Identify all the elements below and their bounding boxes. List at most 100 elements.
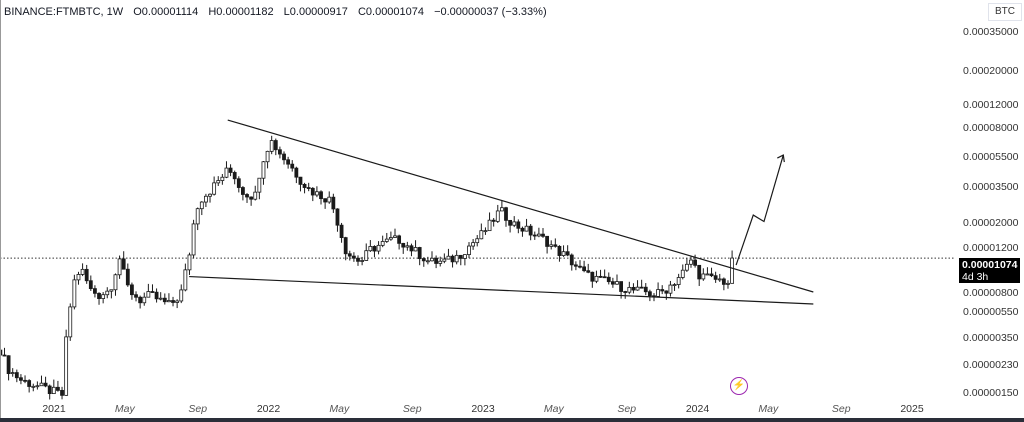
last-price-value: 0.00001074 <box>962 259 1018 271</box>
bull-candle <box>76 274 81 281</box>
bear-candle <box>664 290 669 294</box>
bear-candle <box>290 163 295 169</box>
bear-candle <box>693 259 697 266</box>
y-tick-label: 0.00000800 <box>963 287 1019 299</box>
bear-candle <box>27 380 32 387</box>
bear-candle <box>421 258 426 262</box>
bear-candle <box>323 198 328 203</box>
bear-candle <box>138 296 143 304</box>
x-tick-label: Sep <box>831 403 851 415</box>
bull-candle <box>175 300 180 303</box>
bear-candle <box>47 385 52 395</box>
bear-candle <box>273 140 278 151</box>
lightning-icon[interactable]: ⚡ <box>730 377 748 395</box>
bear-candle <box>134 294 138 298</box>
y-tick-label: 0.00001200 <box>963 242 1019 254</box>
high-value: H0.00001182 <box>208 6 274 18</box>
bear-candle <box>232 172 237 180</box>
currency-button[interactable]: BTC <box>988 3 1022 21</box>
x-tick-label: 2022 <box>256 403 281 415</box>
bear-candle <box>709 273 714 277</box>
x-tick-label: May <box>329 403 350 415</box>
x-tick-label: 2021 <box>42 403 66 415</box>
bear-candle <box>228 167 233 173</box>
bear-candle <box>397 235 402 244</box>
bear-candle <box>582 266 587 272</box>
bull-candle <box>191 223 196 256</box>
bull-candle <box>80 268 85 275</box>
bar-countdown: 4d 3h <box>962 271 989 283</box>
bull-candle <box>680 269 685 278</box>
bull-candle <box>113 274 118 291</box>
bull-candle <box>142 296 147 304</box>
bear-candle <box>236 178 241 188</box>
bull-candle <box>689 259 693 265</box>
bear-candle <box>578 265 582 268</box>
bull-candle <box>483 230 488 233</box>
bull-candle <box>717 278 722 281</box>
bear-candle <box>294 167 299 178</box>
bear-candle <box>335 208 340 226</box>
x-tick-label: 2023 <box>471 403 495 415</box>
bull-candle <box>368 246 373 252</box>
bear-candle <box>356 257 360 262</box>
bear-candle <box>610 281 615 285</box>
bull-candle <box>384 238 389 242</box>
bear-candle <box>647 291 652 297</box>
bear-candle <box>520 227 525 232</box>
bear-candle <box>532 234 537 237</box>
bull-candle <box>536 233 541 237</box>
y-tick-label: 0.00008000 <box>963 122 1019 134</box>
bottom-toolbar <box>0 418 1024 422</box>
bear-candle <box>713 275 718 280</box>
bear-candle <box>306 187 311 189</box>
bear-candle <box>590 271 595 282</box>
bull-candle <box>327 196 332 203</box>
bull-candle <box>253 191 258 200</box>
x-tick-label: 2024 <box>685 403 710 415</box>
y-tick-label: 0.00000550 <box>963 306 1019 318</box>
y-tick-label: 0.00000150 <box>963 387 1019 399</box>
bull-candle <box>269 140 274 152</box>
bear-candle <box>286 159 291 165</box>
bear-candle <box>249 196 254 200</box>
bull-candle <box>430 257 434 262</box>
bear-candle <box>343 237 348 255</box>
bear-candle <box>310 187 315 196</box>
bull-candle <box>68 306 73 338</box>
chart-left-border <box>0 0 1 418</box>
bear-candle <box>162 297 167 303</box>
bear-candle <box>60 389 64 396</box>
bull-candle <box>594 275 599 282</box>
bull-candle <box>204 195 208 203</box>
bull-candle <box>208 193 212 197</box>
bull-candle <box>495 210 500 222</box>
low-value: L0.00000917 <box>283 6 348 18</box>
price-axis[interactable]: 0.00035000 0.00020000 0.00012000 0.00008… <box>955 0 1024 418</box>
bear-candle <box>586 270 591 273</box>
bear-candle <box>150 291 155 293</box>
bull-candle <box>635 286 640 291</box>
bear-candle <box>516 221 521 229</box>
price-chart[interactable] <box>0 0 955 418</box>
bear-candle <box>569 254 574 266</box>
bear-candle <box>541 233 545 237</box>
bear-candle <box>545 235 550 247</box>
bear-candle <box>458 254 463 259</box>
bear-candle <box>623 291 628 293</box>
bull-candle <box>10 372 15 375</box>
bull-candle <box>179 289 184 302</box>
y-tick-label: 0.00020000 <box>963 65 1019 77</box>
bear-candle <box>241 187 245 195</box>
change-value: −0.00000037 (−3.33%) <box>434 6 547 18</box>
bear-candle <box>602 276 607 279</box>
projection-arrow <box>735 154 784 266</box>
bear-candle <box>125 268 130 286</box>
bull-candle <box>730 257 734 284</box>
bull-candle <box>187 254 192 271</box>
y-tick-label: 0.00012000 <box>963 99 1019 111</box>
arrow-head-icon <box>777 154 785 163</box>
symbol-label[interactable]: BINANCE:FTMBTC, 1W <box>4 6 124 18</box>
bull-candle <box>360 260 365 262</box>
bear-candle <box>339 224 344 239</box>
